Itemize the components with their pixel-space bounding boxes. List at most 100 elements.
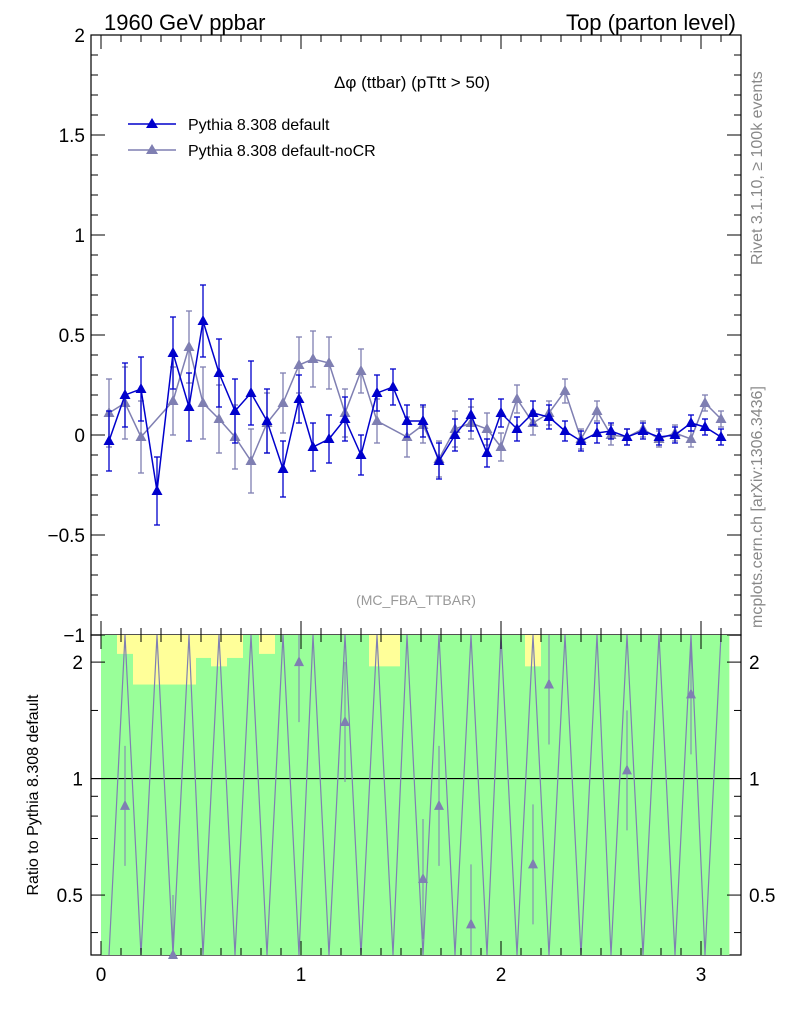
- ratio-band-inner: [181, 684, 196, 955]
- data-point-nocr: [245, 455, 257, 465]
- ratio-band-inner: [667, 635, 683, 955]
- data-point-nocr: [481, 423, 493, 433]
- x-tick-label: 3: [696, 965, 707, 986]
- ratio-band-inner: [211, 666, 227, 955]
- legend-marker-default: [146, 118, 158, 128]
- main-axis-ticks: −1 −0.5 0 0.5 1 1.5 2: [47, 26, 741, 647]
- mcplots-label: mcplots.cern.ch [arXiv:1306.3436]: [749, 386, 766, 628]
- legend-label-default: Pythia 8.308 default: [188, 117, 330, 134]
- ratio-band-inner: [385, 666, 400, 955]
- ratio-point: [168, 949, 178, 959]
- ratio-band-inner: [321, 635, 337, 955]
- ratio-point: [544, 678, 554, 689]
- data-point-nocr: [511, 393, 523, 403]
- ratio-band-inner: [557, 635, 573, 955]
- data-point-default: [213, 367, 225, 377]
- ratio-band-inner: [698, 635, 713, 955]
- ratio-y-tick-label: 1: [72, 770, 83, 791]
- data-point-default: [323, 433, 335, 443]
- data-point-nocr: [323, 357, 335, 367]
- ratio-bands: [101, 635, 730, 955]
- ratio-point: [466, 918, 476, 929]
- data-point-default: [307, 441, 319, 451]
- data-point-nocr: [371, 415, 383, 425]
- data-point-default: [495, 407, 507, 417]
- header-right: Top (parton level): [566, 10, 736, 35]
- ratio-y-tick-label: 2: [72, 653, 83, 674]
- ratio-band-inner: [604, 635, 619, 955]
- ratio-point: [434, 799, 444, 810]
- data-point-default: [433, 455, 445, 465]
- ratio-band-inner: [149, 684, 165, 955]
- legend: Pythia 8.308 default Pythia 8.308 defaul…: [128, 117, 376, 160]
- header-left: 1960 GeV ppbar: [104, 10, 265, 35]
- x-tick-label: 0: [96, 965, 107, 986]
- data-point-nocr: [135, 431, 147, 441]
- data-point-default: [183, 401, 195, 411]
- data-point-nocr: [183, 341, 195, 351]
- ratio-band-inner: [447, 635, 463, 955]
- ratio-band-inner: [494, 635, 509, 955]
- data-point-default: [591, 427, 603, 437]
- y-tick-label: −1: [63, 626, 85, 647]
- ratio-band-inner: [101, 635, 117, 955]
- data-point-default: [605, 425, 617, 435]
- series-line-default: [108, 320, 722, 492]
- data-point-default: [559, 425, 571, 435]
- data-point-default: [387, 381, 399, 391]
- y-tick-label: −0.5: [47, 526, 85, 547]
- x-tick-label: 1: [296, 965, 307, 986]
- legend-label-nocr: Pythia 8.308 default-noCR: [188, 143, 376, 160]
- data-point-default: [543, 411, 555, 421]
- ratio-point: [294, 656, 304, 667]
- data-point-nocr: [715, 413, 727, 423]
- data-point-default: [637, 425, 649, 435]
- x-tick-label: 2: [496, 965, 507, 986]
- ratio-y-tick-label-right: 0.5: [749, 886, 775, 907]
- ratio-ylabel: Ratio to Pythia 8.308 default: [25, 694, 42, 896]
- ratio-band-inner: [509, 635, 525, 955]
- data-point-nocr: [591, 405, 603, 415]
- data-point-nocr: [495, 441, 507, 451]
- data-point-default: [511, 423, 523, 433]
- ratio-y-tick-label: 0.5: [57, 886, 83, 907]
- ratio-band-inner: [133, 684, 149, 955]
- ratio-band-inner: [306, 635, 321, 955]
- data-point-default: [669, 429, 681, 439]
- ratio-band-inner: [259, 653, 275, 955]
- ratio-band-inner: [400, 635, 415, 955]
- ratio-band-inner: [227, 657, 243, 955]
- data-point-default: [135, 383, 147, 393]
- data-point-default: [277, 463, 289, 473]
- legend-marker-nocr: [146, 144, 158, 154]
- ratio-band-inner: [589, 635, 604, 955]
- ratio-y-tick-label-right: 1: [749, 770, 760, 791]
- data-point-nocr: [293, 359, 305, 369]
- data-point-default: [699, 421, 711, 431]
- data-point-default: [119, 389, 131, 399]
- ratio-band-inner: [573, 635, 589, 955]
- ratio-band-inner: [275, 635, 291, 955]
- ratio-band-inner: [369, 666, 385, 955]
- rivet-label: Rivet 3.1.10, ≥ 100k events: [749, 71, 766, 265]
- data-point-default: [685, 417, 697, 427]
- ratio-point: [120, 799, 130, 810]
- ratio-band-inner: [243, 635, 259, 955]
- data-point-default: [229, 405, 241, 415]
- data-point-nocr: [355, 365, 367, 375]
- data-point-nocr: [307, 353, 319, 363]
- data-point-default: [103, 435, 115, 445]
- ratio-point: [418, 873, 428, 884]
- data-point-nocr: [559, 385, 571, 395]
- ratio-axis-ticks: 0.5 0.5 1 1 2 2 0 1 2 3: [57, 635, 775, 986]
- data-point-nocr: [213, 413, 225, 423]
- ratio-band-inner: [635, 635, 651, 955]
- ratio-band-inner: [479, 635, 494, 955]
- data-point-default: [261, 415, 273, 425]
- data-point-default: [527, 407, 539, 417]
- data-point-default: [167, 347, 179, 357]
- ratio-point: [686, 688, 696, 699]
- data-point-nocr: [277, 397, 289, 407]
- series-group: [103, 284, 727, 526]
